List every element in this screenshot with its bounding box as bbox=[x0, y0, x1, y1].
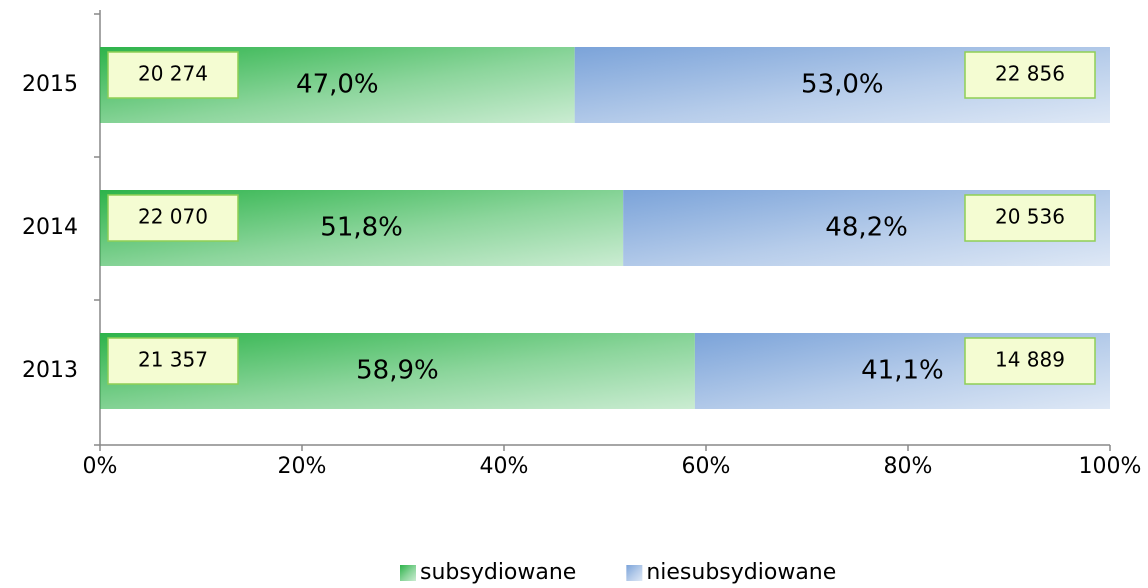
x-tick-label: 20% bbox=[278, 454, 327, 479]
y-tick-label: 2014 bbox=[22, 215, 78, 240]
count-box bbox=[107, 194, 239, 242]
data-label: 58,9% bbox=[356, 356, 439, 386]
count-label: 14 889 bbox=[995, 348, 1065, 372]
count-label: 20 536 bbox=[995, 205, 1065, 229]
count-label: 22 856 bbox=[995, 62, 1065, 86]
data-label: 51,8% bbox=[320, 213, 403, 243]
x-tick-label: 80% bbox=[884, 454, 933, 479]
count-box bbox=[964, 51, 1096, 99]
data-label: 53,0% bbox=[801, 70, 884, 100]
x-tick-label: 40% bbox=[480, 454, 529, 479]
data-label: 48,2% bbox=[825, 213, 908, 243]
data-label: 41,1% bbox=[861, 356, 944, 386]
count-box bbox=[107, 337, 239, 385]
count-box bbox=[964, 194, 1096, 242]
legend-label: subsydiowane bbox=[420, 560, 576, 585]
count-label: 20 274 bbox=[138, 62, 208, 86]
y-tick-label: 2013 bbox=[22, 358, 78, 383]
count-box bbox=[107, 51, 239, 99]
count-label: 22 070 bbox=[138, 205, 208, 229]
x-tick-label: 100% bbox=[1079, 454, 1142, 479]
data-label: 47,0% bbox=[296, 70, 379, 100]
count-label: 21 357 bbox=[138, 348, 208, 372]
legend-label: niesubsydiowane bbox=[646, 560, 836, 585]
legend-swatch bbox=[400, 565, 416, 581]
y-tick-label: 2015 bbox=[22, 72, 78, 97]
count-box bbox=[964, 337, 1096, 385]
legend-swatch bbox=[626, 565, 643, 581]
x-tick-label: 60% bbox=[682, 454, 731, 479]
x-tick-label: 0% bbox=[83, 454, 118, 479]
